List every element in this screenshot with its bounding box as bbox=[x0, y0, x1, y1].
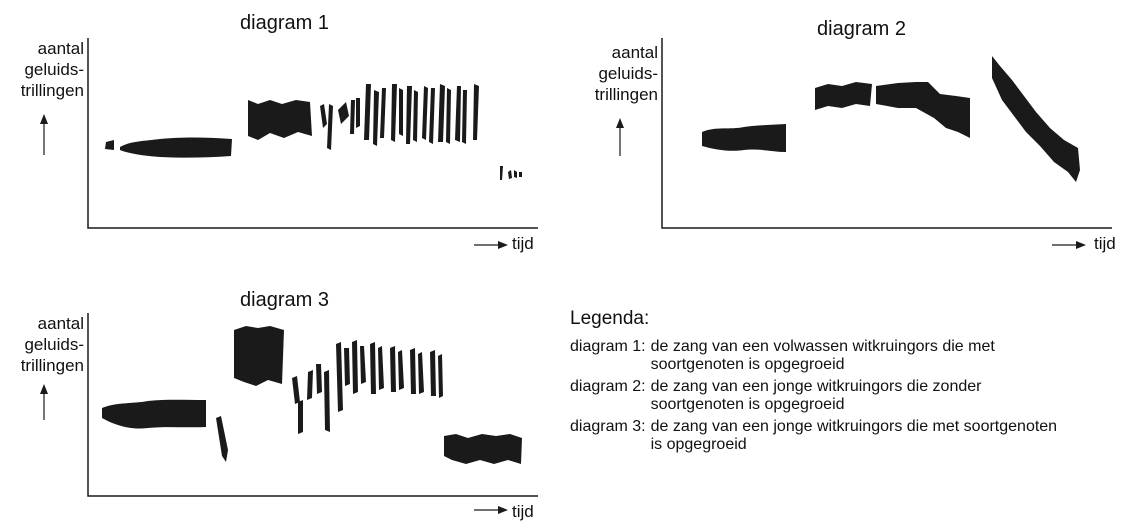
ylabel-line: trillingen bbox=[594, 85, 658, 104]
legend-key: diagram 2: bbox=[570, 378, 646, 395]
diagram-1-xlabel: tijd bbox=[512, 234, 534, 253]
ylabel-line: geluids- bbox=[24, 60, 84, 79]
song-phrase-3 bbox=[320, 84, 479, 150]
legend: Legenda: diagram 1: de zang van een volw… bbox=[570, 308, 1110, 458]
y-arrow-head-icon bbox=[40, 384, 48, 394]
ylabel-line: trillingen bbox=[20, 356, 84, 375]
song-phrase-2 bbox=[815, 82, 970, 138]
song-phrase-4 bbox=[500, 166, 522, 180]
legend-text: de zang van een volwassen witkruingors d… bbox=[650, 338, 995, 373]
song-phrase-1 bbox=[105, 137, 232, 158]
legend-text: de zang van een jonge witkruingors die z… bbox=[650, 378, 982, 413]
x-arrow-head-icon bbox=[498, 506, 508, 514]
axis bbox=[87, 38, 538, 229]
x-arrow-head-icon bbox=[498, 241, 508, 249]
ylabel-line: aantal bbox=[37, 39, 84, 58]
ylabel-line: geluids- bbox=[24, 335, 84, 354]
song-phrase-2 bbox=[248, 100, 312, 140]
ylabel-line: aantal bbox=[37, 314, 84, 333]
diagram-3-xlabel: tijd bbox=[512, 502, 534, 521]
ylabel-line: trillingen bbox=[20, 81, 84, 100]
y-arrow-head-icon bbox=[616, 118, 624, 128]
legend-item: diagram 3: de zang van een jonge witkrui… bbox=[570, 418, 1110, 454]
diagram-3-title: diagram 3 bbox=[240, 289, 329, 311]
x-arrow-head-icon bbox=[1076, 241, 1086, 249]
legend-key: diagram 1: bbox=[570, 338, 646, 355]
diagram-3-ylabel: aantal geluids- trillingen bbox=[4, 313, 84, 376]
legend-item: diagram 1: de zang van een volwassen wit… bbox=[570, 338, 1110, 374]
y-arrow-head-icon bbox=[40, 114, 48, 124]
legend-text: de zang van een jonge witkruingors die m… bbox=[650, 418, 1058, 453]
song-phrase-3 bbox=[992, 56, 1080, 182]
song-phrase-1 bbox=[702, 124, 786, 152]
song-phrase-3 bbox=[292, 340, 443, 434]
legend-item: diagram 2: de zang van een jonge witkrui… bbox=[570, 378, 1110, 414]
diagram-2-ylabel: aantal geluids- trillingen bbox=[578, 42, 658, 105]
diagram-1-title: diagram 1 bbox=[240, 12, 329, 34]
axis bbox=[87, 313, 538, 497]
song-phrase-4 bbox=[444, 434, 522, 464]
song-phrase-2 bbox=[234, 326, 284, 386]
ylabel-line: geluids- bbox=[598, 64, 658, 83]
axis bbox=[661, 38, 1112, 229]
diagram-2-xlabel: tijd bbox=[1094, 234, 1116, 253]
legend-key: diagram 3: bbox=[570, 418, 646, 435]
legend-title: Legenda: bbox=[570, 308, 650, 329]
diagram-1-ylabel: aantal geluids- trillingen bbox=[4, 38, 84, 101]
ylabel-line: aantal bbox=[611, 43, 658, 62]
diagram-2-title: diagram 2 bbox=[817, 18, 906, 40]
song-phrase-1 bbox=[102, 399, 228, 462]
